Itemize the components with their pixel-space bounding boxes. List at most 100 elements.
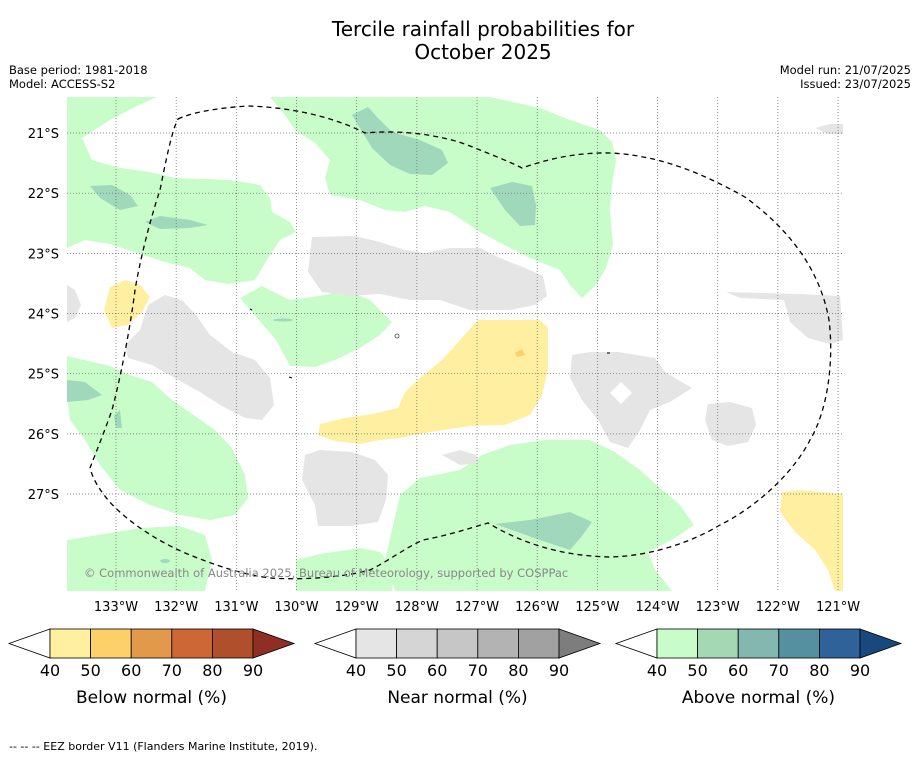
- base-period: Base period: 1981-2018: [9, 63, 148, 77]
- above-50-patch-4: [145, 216, 208, 229]
- colorbar-tick-label: 90: [243, 661, 263, 680]
- run-info: Model run: 21/07/2025 Issued: 23/07/2025: [780, 63, 911, 91]
- colorbar-segment: [737, 628, 780, 659]
- longitude-label: 132°W: [154, 600, 198, 615]
- near-normal-hole: [610, 382, 632, 404]
- issued-date: Issued: 23/07/2025: [800, 77, 911, 91]
- colorbar-tick-label: 70: [162, 661, 182, 680]
- above-50-patch-6: [495, 512, 592, 550]
- colorbar-segment: [477, 628, 519, 659]
- colorbar-tick-label: 80: [202, 661, 222, 680]
- model-name: Model: ACCESS-S2: [9, 77, 116, 91]
- colorbar-title: Above normal (%): [682, 688, 835, 708]
- longitude-label: 125°W: [575, 600, 619, 615]
- longitude-label: 124°W: [635, 600, 679, 615]
- colorbar-segment: [355, 628, 397, 659]
- copyright-notice: © Commonwealth of Australia 2025, Bureau…: [84, 566, 568, 580]
- colorbar-segment: [819, 628, 861, 659]
- colorbar-segment: [697, 628, 739, 659]
- speck-1: [394, 333, 400, 339]
- near-normal-region-east-3: [726, 292, 843, 344]
- colorbar-segment: [778, 628, 820, 659]
- colorbar-under-triangle: [313, 628, 357, 659]
- latitude-label: 24°S: [28, 308, 59, 323]
- above-normal-region-center: [240, 286, 392, 367]
- colorbar-segment: [211, 628, 254, 659]
- colorbar-tick-label: 40: [346, 661, 366, 680]
- longitude-label: 133°W: [94, 600, 138, 615]
- colorbar-tick-label: 40: [647, 661, 667, 680]
- map-panel: © Commonwealth of Australia 2025, Bureau…: [67, 97, 843, 591]
- near-normal-region-small: [442, 450, 478, 465]
- latitude-label: 22°S: [28, 187, 59, 202]
- above-normal-region-south-center: [296, 548, 394, 591]
- title-line-1: Tercile rainfall probabilities for: [331, 17, 635, 41]
- colorbar-tick-label: 60: [427, 661, 447, 680]
- speck-6: [160, 559, 170, 563]
- near-normal-region-east-2: [705, 402, 756, 446]
- colorbar-segment: [518, 628, 560, 659]
- below-normal-50-patch: [515, 349, 525, 357]
- title-line-2: October 2025: [414, 40, 552, 64]
- latitude-label: 21°S: [28, 127, 59, 142]
- near-normal-region-east-1: [570, 352, 692, 448]
- graticule: [67, 97, 843, 591]
- colorbar-title: Below normal (%): [76, 688, 227, 708]
- speck-3: [288, 376, 293, 379]
- latitude-labels: 21°S 22°S 23°S 24°S 25°S 26°S 27°S: [28, 127, 59, 503]
- above-50-patch-1: [352, 107, 448, 175]
- colorbar-segment: [171, 628, 213, 659]
- latitude-label: 26°S: [28, 428, 59, 443]
- longitude-label: 128°W: [395, 600, 439, 615]
- colorbar-tick-label: 60: [121, 661, 141, 680]
- longitude-labels: 133°W 132°W 131°W 130°W 129°W 128°W 127°W 126°W…: [94, 600, 860, 615]
- colorbar-tick-label: 80: [508, 661, 528, 680]
- below-normal-regions: [104, 280, 843, 591]
- colorbar-3: 40 50 60 70 80 90 Above normal (%): [614, 628, 903, 708]
- below-normal-region-east: [780, 490, 843, 591]
- colorbar-tick-label: 70: [769, 661, 789, 680]
- colorbar-2: 40 50 60 70 80 90 Near normal (%): [313, 628, 602, 708]
- near-normal-region-west: [125, 295, 274, 420]
- colorbar-segment: [130, 628, 173, 659]
- colorbar-tick-label: 50: [80, 661, 100, 680]
- above-50-patch-3: [90, 185, 138, 210]
- longitude-label: 131°W: [214, 600, 258, 615]
- above-normal-region-southeast: [385, 440, 694, 591]
- colorbar-segment: [90, 628, 132, 659]
- colorbar-under-triangle: [614, 628, 658, 659]
- above-normal-regions: [67, 97, 694, 591]
- longitude-label: 130°W: [274, 600, 318, 615]
- colorbar-under-triangle: [7, 628, 51, 659]
- model-run-date: Model run: 21/07/2025: [779, 63, 911, 77]
- longitude-label: 129°W: [335, 600, 379, 615]
- below-normal-region-center: [318, 320, 548, 444]
- near-normal-region-south-center: [302, 450, 388, 526]
- colorbar-tick-label: 90: [850, 661, 870, 680]
- speck-2: [249, 308, 253, 311]
- near-normal-regions: [67, 124, 843, 526]
- colorbar-title: Near normal (%): [387, 688, 527, 708]
- colorbar-over-triangle: [859, 628, 903, 659]
- colorbar-segment: [396, 628, 438, 659]
- longitude-label: 121°W: [816, 600, 860, 615]
- colorbars: 40 50 60 70 80 90 Below normal (%) 40 50 60 70 80 90…: [7, 628, 903, 708]
- near-normal-region-edge-west: [67, 285, 81, 322]
- above-normal-region-west: [67, 97, 296, 284]
- speck-5: [273, 318, 293, 322]
- above-50-patch-2: [490, 182, 536, 226]
- above-normal-region-north: [270, 97, 616, 298]
- longitude-label: 126°W: [515, 600, 559, 615]
- near-normal-region-central-north: [308, 236, 547, 310]
- above-normal-50-patches: [67, 107, 592, 550]
- eez-footnote: -- -- -- EEZ border V11 (Flanders Marine…: [9, 740, 318, 753]
- colorbar-tick-label: 50: [386, 661, 406, 680]
- latitude-label: 23°S: [28, 247, 59, 262]
- latitude-label: 25°S: [28, 368, 59, 383]
- model-info: Base period: 1981-2018 Model: ACCESS-S2: [9, 63, 148, 91]
- eez-border: [89, 105, 832, 580]
- colorbar-over-triangle: [558, 628, 602, 659]
- colorbar-tick-label: 60: [728, 661, 748, 680]
- colorbar-segment: [656, 628, 698, 659]
